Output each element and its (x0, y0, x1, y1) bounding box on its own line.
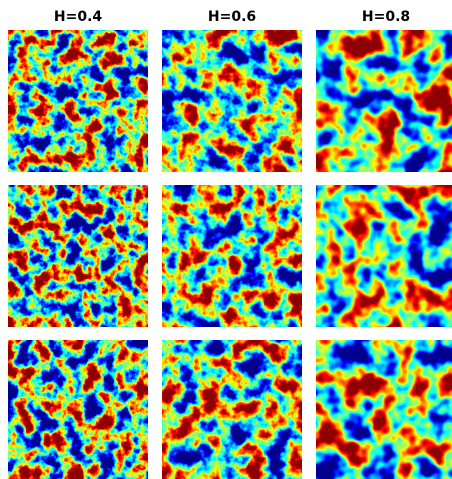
field-image (8, 30, 148, 172)
page: H=0.4H=0.6H=0.8 (() => { const data = JS… (0, 0, 452, 479)
field-image (316, 340, 452, 479)
field-image (162, 185, 302, 327)
column-title: H=0.4 (54, 9, 103, 25)
field-image (316, 30, 452, 172)
field-image (8, 185, 148, 327)
field-image (162, 30, 302, 172)
figure: H=0.4 H=0.6 H=0.8 (0, 0, 452, 479)
column-title: H=0.8 (362, 9, 410, 25)
field-image (8, 340, 148, 479)
field-image (162, 340, 302, 479)
column-title: H=0.6 (208, 9, 256, 25)
field-image (316, 185, 452, 327)
